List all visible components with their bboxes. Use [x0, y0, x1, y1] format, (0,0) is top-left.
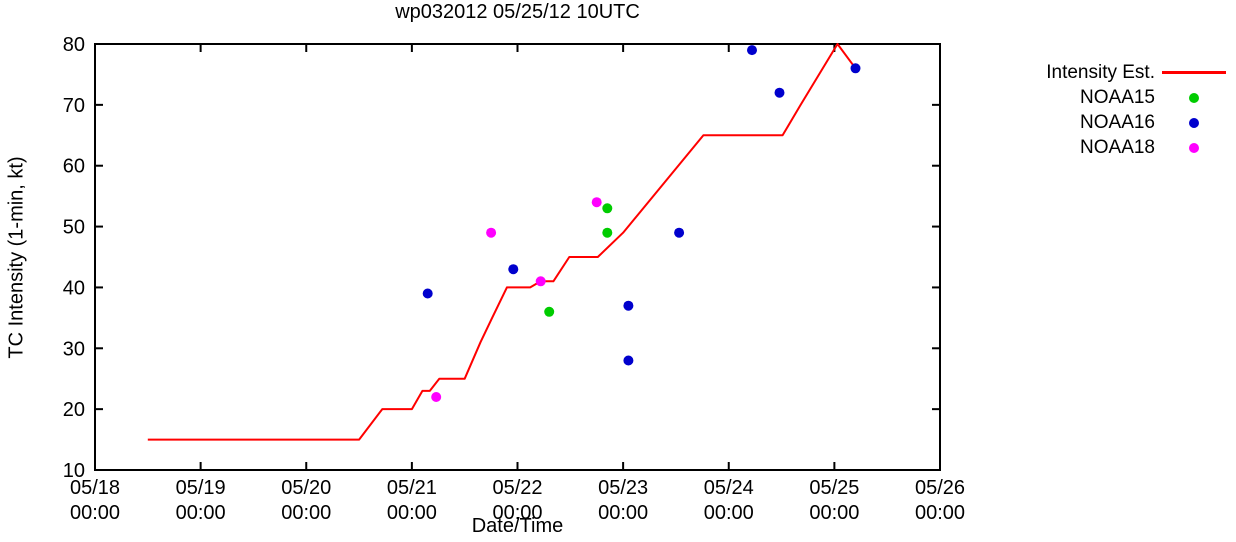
noaa16-point	[674, 227, 685, 238]
noaa16-point	[623, 300, 634, 311]
legend-item-noaa18: NOAA18	[1003, 135, 1233, 160]
x-tick-label: 05/22 00:00	[492, 477, 542, 524]
noaa15-point	[602, 227, 613, 238]
noaa15-dot-swatch	[1189, 92, 1199, 103]
noaa15-point	[602, 203, 613, 214]
legend-marker-area	[1155, 71, 1233, 74]
legend-marker-area	[1155, 142, 1233, 153]
noaa16-point	[508, 264, 519, 275]
intensity-line	[147, 43, 857, 441]
noaa18-point	[591, 197, 602, 208]
y-tick-label: 40	[63, 277, 85, 299]
y-tick-label: 20	[63, 399, 85, 421]
noaa16-point	[850, 63, 861, 74]
noaa16-point	[422, 288, 433, 299]
legend-label-intensity-est: Intensity Est.	[1046, 61, 1155, 83]
y-tick-label: 10	[63, 460, 85, 482]
noaa18-dot-swatch	[1189, 142, 1199, 153]
legend: Intensity Est. NOAA15 NOAA16 NOAA18	[1003, 60, 1233, 160]
x-tick-label: 05/20 00:00	[281, 477, 331, 524]
x-axis-label: Date/Time	[471, 515, 564, 537]
legend-marker-area	[1155, 117, 1233, 128]
noaa16-point	[623, 355, 634, 366]
legend-marker-area	[1155, 92, 1233, 103]
x-tick-label: 05/18 00:00	[70, 477, 120, 524]
legend-item-noaa15: NOAA15	[1003, 85, 1233, 110]
y-tick-label: 70	[63, 95, 85, 117]
legend-item-noaa16: NOAA16	[1003, 110, 1233, 135]
plot-border	[94, 43, 941, 471]
y-tick-label: 50	[63, 217, 85, 239]
noaa18-point	[535, 276, 546, 287]
x-tick-label: 05/23 00:00	[598, 477, 648, 524]
legend-label-noaa16: NOAA16	[1080, 111, 1155, 133]
y-tick-label: 80	[63, 34, 85, 56]
legend-label-noaa15: NOAA15	[1080, 86, 1155, 108]
noaa16-dot-swatch	[1189, 117, 1199, 128]
noaa16-point	[774, 87, 785, 98]
noaa18-point	[431, 392, 442, 402]
intensity-line-swatch	[1162, 71, 1226, 74]
y-tick-label: 60	[63, 156, 85, 178]
noaa18-point	[486, 227, 497, 238]
legend-item-intensity-est: Intensity Est.	[1003, 60, 1233, 85]
noaa15-point	[544, 306, 555, 317]
legend-label-noaa18: NOAA18	[1080, 136, 1155, 158]
x-tick-label: 05/19 00:00	[176, 477, 226, 524]
x-tick-label: 05/24 00:00	[704, 477, 754, 524]
chart-title: wp032012 05/25/12 10UTC	[395, 1, 640, 23]
noaa16-point	[747, 45, 757, 56]
y-tick-label: 30	[63, 338, 85, 360]
x-tick-label: 05/26 00:00	[915, 477, 965, 524]
x-tick-label: 05/21 00:00	[387, 477, 437, 524]
x-tick-label: 05/25 00:00	[809, 477, 859, 524]
